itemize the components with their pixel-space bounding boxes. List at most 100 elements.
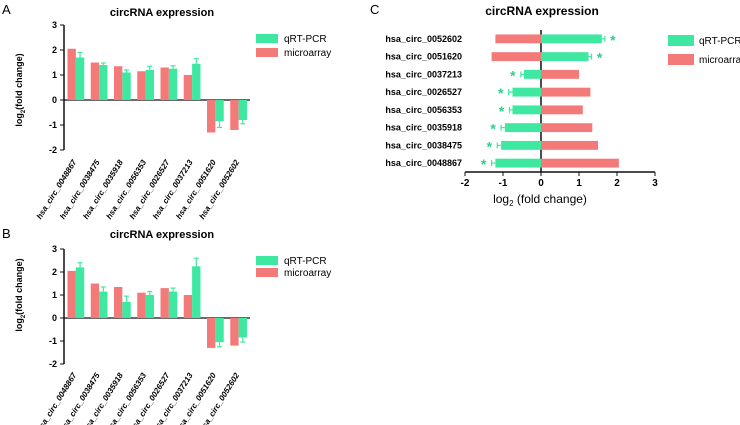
panel-b-legend: qRT-PCR microarray [256,256,331,279]
bar-microarray-hsa_circ_0052602 [495,34,541,44]
bar-qrt-pcr-hsa_circ_0038475 [99,65,108,100]
panel-label-b: B [2,226,11,241]
bar-qrt-pcr-hsa_circ_0038475 [99,291,108,318]
legend-label-qrt-pcr: qRT-PCR [284,34,327,45]
bar-microarray-hsa_circ_0035918 [541,123,593,133]
bar-microarray-hsa_circ_0051620 [206,318,216,348]
bar-microarray-hsa_circ_0056353 [137,292,146,318]
bar-microarray-hsa_circ_0048867 [541,158,619,168]
bar-microarray-hsa_circ_0048867 [67,270,76,318]
significance-star: * [487,138,493,154]
legend-swatch-microarray [256,48,278,57]
bar-qrt-pcr-hsa_circ_0048867 [75,57,85,100]
significance-star: * [499,103,505,119]
significance-star: * [510,67,516,83]
significance-star: * [490,121,496,137]
y-category-label: hsa_circ_0052602 [385,34,462,44]
bar-qrt-pcr-hsa_circ_0026527 [168,291,178,318]
bar-microarray-hsa_circ_0035918 [113,66,123,100]
panel-a-legend: qRT-PCR microarray [256,34,331,59]
bar-qrt-pcr-hsa_circ_0056353 [145,70,154,100]
significance-star: * [597,50,603,66]
panel-b-title: circRNA expression [110,229,214,241]
x-tick-label: 0 [538,178,544,189]
bar-microarray-hsa_circ_0051620 [491,52,541,62]
bar-microarray-hsa_circ_0035918 [113,286,123,318]
legend-label-microarray: microarray [284,48,331,59]
panel-a-title: circRNA expression [110,7,214,19]
legend-swatch-qrt-pcr [256,256,278,265]
x-category-label: hsa_circ_0048867 [35,158,79,221]
x-tick-label: 1 [576,178,582,189]
bar-qrt-pcr-hsa_circ_0048867 [495,158,541,168]
y-category-label: hsa_circ_0038475 [385,140,462,150]
y-tick-label: 2 [52,267,57,277]
panel-c-title: circRNA expression [485,4,599,18]
significance-star: * [610,32,616,48]
bar-microarray-hsa_circ_0037213 [541,69,579,79]
bar-qrt-pcr-hsa_circ_0038475 [501,140,541,150]
y-category-label: hsa_circ_0026527 [385,87,462,97]
x-tick-label: 2 [614,178,620,189]
y-tick-label: -2 [49,145,57,155]
legend-swatch-qrt-pcr [256,34,278,43]
legend-label-qrt-pcr: qRT-PCR [284,256,327,267]
bar-qrt-pcr-hsa_circ_0037213 [523,69,541,79]
bar-microarray-hsa_circ_0052602 [230,318,239,346]
y-category-label: hsa_circ_0051620 [385,52,462,62]
significance-star: * [481,156,487,172]
y-tick-label: 3 [52,244,57,254]
bar-qrt-pcr-hsa_circ_0051620 [215,100,224,122]
y-tick-label: 0 [52,313,57,323]
legend-label-qrt-pcr: qRT-PCR [699,36,740,47]
y-tick-label: -1 [49,336,57,346]
bar-microarray-hsa_circ_0026527 [160,67,169,100]
bar-microarray-hsa_circ_0038475 [90,283,100,318]
bar-qrt-pcr-hsa_circ_0037213 [192,266,201,318]
bar-microarray-hsa_circ_0056353 [137,71,146,100]
y-tick-label: 1 [52,290,57,300]
y-category-label: hsa_circ_0035918 [385,123,462,133]
bar-microarray-hsa_circ_0052602 [230,100,239,130]
bar-qrt-pcr-hsa_circ_0026527 [512,87,541,97]
x-tick-label: -1 [499,178,508,189]
y-category-label: hsa_circ_0037213 [385,69,462,79]
bar-microarray-hsa_circ_0026527 [160,288,169,318]
panel-label-a: A [2,2,11,17]
x-tick-label: -2 [461,178,470,189]
y-tick-label: 1 [52,70,57,80]
y-tick-label: -1 [49,120,57,130]
bar-microarray-hsa_circ_0037213 [183,75,193,100]
legend-label-microarray: microarray [699,55,740,66]
bar-qrt-pcr-hsa_circ_0052602 [238,100,247,120]
y-category-label: hsa_circ_0048867 [385,158,462,168]
y-tick-label: -2 [49,359,57,369]
legend-swatch-qrt-pcr [668,35,694,46]
bar-qrt-pcr-hsa_circ_0052602 [541,34,602,44]
bar-microarray-hsa_circ_0038475 [541,140,598,150]
bar-qrt-pcr-hsa_circ_0051620 [215,318,224,343]
legend-label-microarray: microarray [284,268,331,279]
y-category-label: hsa_circ_0056353 [385,105,462,115]
panel-a-y-axis-label: log2(fold change) [14,53,27,126]
panel-c-x-axis-label: log2 (fold change) [493,192,587,208]
legend-swatch-microarray [668,54,694,65]
panel-c: circRNA expression log2 (fold change) **… [385,4,740,208]
bar-microarray-hsa_circ_0037213 [183,295,193,318]
bar-qrt-pcr-hsa_circ_0056353 [145,295,154,318]
bar-qrt-pcr-hsa_circ_0048867 [75,267,85,318]
bar-qrt-pcr-hsa_circ_0026527 [168,68,178,100]
y-tick-label: 3 [52,20,57,30]
y-tick-label: 0 [52,95,57,105]
x-tick-label: 3 [652,178,658,189]
bar-microarray-hsa_circ_0026527 [541,87,591,97]
panel-b: circRNA expression log2(fold change) -2 -… [14,229,331,425]
bar-microarray-hsa_circ_0056353 [541,105,583,115]
legend-swatch-microarray [256,268,278,277]
bar-microarray-hsa_circ_0048867 [67,48,76,100]
bar-microarray-hsa_circ_0038475 [90,62,100,100]
bar-qrt-pcr-hsa_circ_0035918 [122,72,131,100]
bar-qrt-pcr-hsa_circ_0037213 [192,63,201,100]
bar-qrt-pcr-hsa_circ_0035918 [504,123,541,133]
